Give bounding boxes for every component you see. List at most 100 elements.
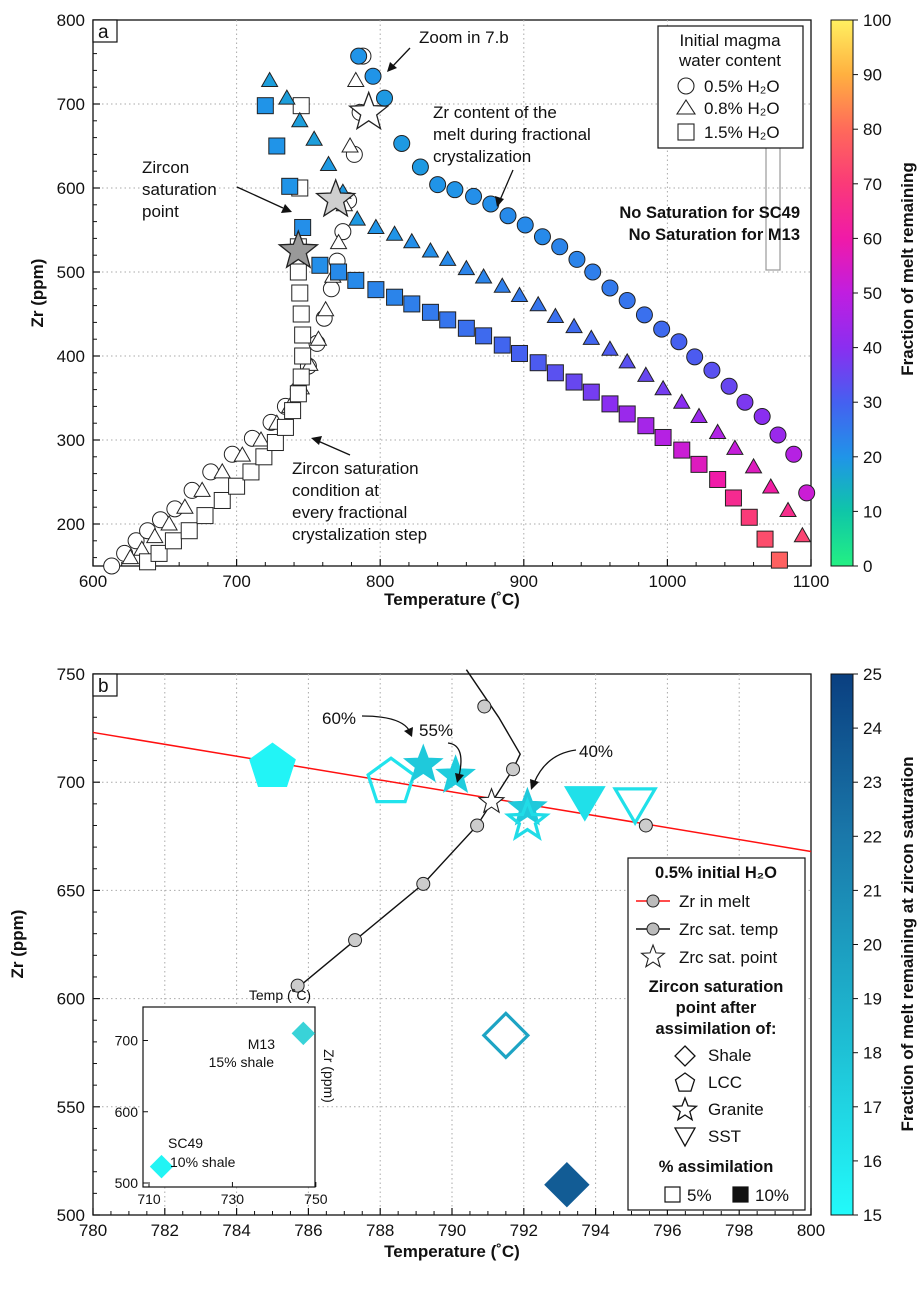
- melt-square-marker: [494, 337, 510, 353]
- cb-a-tick-label-0: 0: [863, 557, 872, 576]
- tick-label-x-1000: 1000: [648, 572, 686, 591]
- legend-a-title-1: Initial magma: [679, 31, 781, 50]
- inset-tick-label-x-710: 710: [137, 1191, 161, 1207]
- no-sat-note-2: No Saturation for M13: [629, 226, 800, 244]
- legend-sst-label: SST: [708, 1127, 741, 1146]
- sat-square-marker: [214, 492, 230, 508]
- cb-a-tick-label-60: 60: [863, 229, 882, 248]
- cb-b-tick-label-15: 15: [863, 1206, 882, 1225]
- melt-circle-marker: [721, 378, 737, 394]
- colorbar-b: [831, 674, 853, 1215]
- inset-chart: 710 730 750 500 600 700 Temp (˚C) Zr (ppm) M1…: [115, 987, 337, 1207]
- melt-square-marker: [566, 374, 582, 390]
- sat-square-marker: [293, 98, 309, 114]
- melt-square-marker: [257, 98, 273, 114]
- sat-square-marker: [292, 285, 308, 301]
- inset-xlabel: Temp (˚C): [249, 987, 311, 1003]
- panel-a-legend: Initial magma water content 0.5% H₂O 0.8…: [658, 26, 803, 148]
- tick-label-b-x-782: 782: [151, 1221, 179, 1240]
- pct-annotation-40: 40%: [579, 742, 613, 761]
- cb-a-tick-label-20: 20: [863, 448, 882, 467]
- tick-label-b-x-792: 792: [510, 1221, 538, 1240]
- melt-square-marker: [691, 456, 707, 472]
- legend-b-title: 0.5% initial H₂O: [655, 864, 777, 882]
- melt-circle-marker: [770, 427, 786, 443]
- melt-square-marker: [619, 406, 635, 422]
- tick-label-b-y-500: 500: [57, 1206, 85, 1225]
- tick-label-b-y-700: 700: [57, 773, 85, 792]
- colorbar-a-label: Fraction of melt remaining: [898, 162, 917, 375]
- cb-a-tick-label-90: 90: [863, 66, 882, 85]
- melt-circle-marker: [654, 321, 670, 337]
- sat-temp-marker-3: [471, 819, 484, 832]
- sat-condition-annotation-2: condition at: [292, 481, 379, 500]
- legend-pct-filled: 10%: [755, 1186, 789, 1205]
- inset-sc49-name: SC49: [168, 1135, 203, 1151]
- cb-a-tick-label-100: 100: [863, 11, 891, 30]
- zoom-annotation: Zoom in 7.b: [419, 28, 509, 47]
- sat-square-marker: [165, 533, 181, 549]
- legend-pct-open: 5%: [687, 1186, 712, 1205]
- zr-in-melt-marker: [639, 819, 652, 832]
- sat-circle-marker: [104, 558, 120, 574]
- cb-b-tick-label-25: 25: [863, 665, 882, 684]
- cb-b-tick-label-16: 16: [863, 1152, 882, 1171]
- melt-square-marker: [348, 272, 364, 288]
- tick-label-b-x-788: 788: [366, 1221, 394, 1240]
- tick-label-b-x-798: 798: [725, 1221, 753, 1240]
- tick-label-b-y-600: 600: [57, 990, 85, 1009]
- sat-point-annotation-3: point: [142, 202, 179, 221]
- sat-square-marker: [151, 545, 167, 561]
- inset-tick-label-y-500: 500: [115, 1175, 139, 1191]
- sat-point-annotation-2: saturation: [142, 180, 217, 199]
- melt-square-marker: [312, 257, 328, 273]
- tick-label-b-x-800: 800: [797, 1221, 825, 1240]
- legend-a-entry-0: 0.5% H₂O: [704, 77, 780, 96]
- melt-circle-marker: [754, 408, 770, 424]
- melt-circle-marker: [737, 394, 753, 410]
- melt-circle-marker: [365, 68, 381, 84]
- melt-circle-marker: [799, 485, 815, 501]
- tick-label-y-600: 600: [57, 179, 85, 198]
- melt-square-marker: [602, 396, 618, 412]
- legend-sat-marker: [647, 923, 659, 935]
- cb-b-tick-label-22: 22: [863, 827, 882, 846]
- melt-circle-marker: [466, 188, 482, 204]
- pct-annotation-60: 60%: [322, 709, 356, 728]
- panel-a-xlabel: Temperature (˚C): [384, 590, 520, 609]
- melt-circle-marker: [430, 177, 446, 193]
- panel-a-ylabel: Zr (ppm): [28, 259, 47, 328]
- panel-b-xlabel: Temperature (˚C): [384, 1242, 520, 1261]
- legend-a-title-2: water content: [678, 51, 781, 70]
- sat-square-marker: [293, 306, 309, 322]
- melt-zr-annotation-3: crystalization: [433, 147, 531, 166]
- melt-circle-marker: [619, 293, 635, 309]
- tick-label-b-y-750: 750: [57, 665, 85, 684]
- cb-a-tick-label-80: 80: [863, 120, 882, 139]
- tick-label-y-200: 200: [57, 515, 85, 534]
- melt-circle-marker: [447, 182, 463, 198]
- melt-square-marker: [422, 304, 438, 320]
- panel-b-ylabel: Zr (ppm): [8, 910, 27, 979]
- legend-assim-title-1: Zircon saturation: [649, 978, 784, 996]
- legend-a-entry-2: 1.5% H₂O: [704, 123, 780, 142]
- sat-square-marker: [197, 508, 213, 524]
- melt-square-marker: [476, 328, 492, 344]
- sat-condition-annotation-4: crystalization step: [292, 525, 427, 544]
- sat-circle-marker: [323, 281, 339, 297]
- sat-temp-marker-4: [507, 763, 520, 776]
- no-sat-note-1: No Saturation for SC49: [619, 204, 800, 222]
- inset-tick-label-x-730: 730: [221, 1191, 245, 1207]
- colorbar-b-label: Fraction of melt remaining at zircon sat…: [898, 757, 917, 1132]
- melt-circle-marker: [687, 349, 703, 365]
- melt-circle-marker: [377, 90, 393, 106]
- colorbar-a-ticks: 0 10 20 30 40 50 60 70 80 90 100: [853, 11, 891, 576]
- melt-square-marker: [547, 365, 563, 381]
- melt-square-marker: [674, 442, 690, 458]
- cb-a-tick-label-10: 10: [863, 502, 882, 521]
- tick-label-b-x-784: 784: [222, 1221, 250, 1240]
- melt-circle-marker: [552, 239, 568, 255]
- melt-circle-marker: [569, 251, 585, 267]
- panel-a: 600 700 800 900 1000 110020030040050060070080…: [28, 11, 917, 609]
- melt-zr-annotation-1: Zr content of the: [433, 103, 557, 122]
